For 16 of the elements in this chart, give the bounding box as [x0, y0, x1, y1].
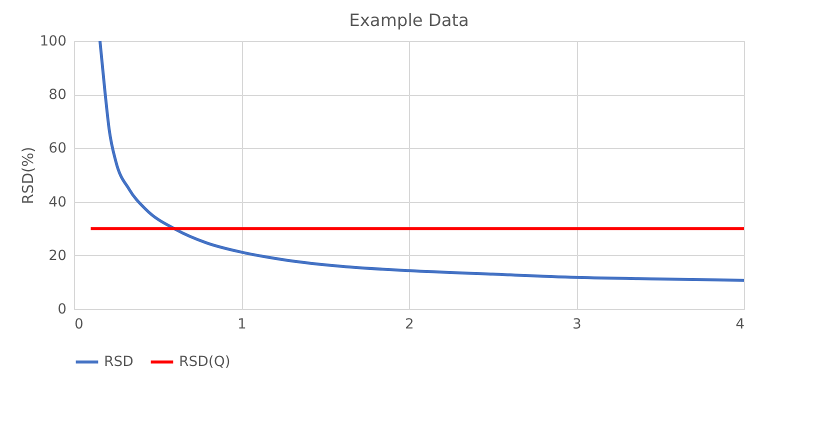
x-tick-label: 2 — [405, 316, 414, 332]
chart-title: Example Data — [349, 11, 469, 31]
x-tick-label: 4 — [736, 316, 745, 332]
legend-label: RSD — [104, 354, 134, 370]
y-tick-label: 0 — [58, 302, 66, 318]
x-tick-label: 1 — [238, 316, 246, 332]
x-tick-label: 3 — [572, 316, 582, 332]
y-tick-label: 100 — [40, 34, 66, 50]
x-tick-label: 0 — [74, 316, 84, 332]
legend-label: RSD(Q) — [179, 354, 230, 370]
y-tick-label: 40 — [48, 194, 66, 210]
line-series — [98, 40, 746, 282]
y-tick-label: 80 — [48, 87, 66, 104]
y-tick-label: 20 — [48, 248, 66, 264]
y-tick-label: 60 — [48, 140, 66, 157]
y-axis-title: RSD(%) — [18, 146, 37, 204]
